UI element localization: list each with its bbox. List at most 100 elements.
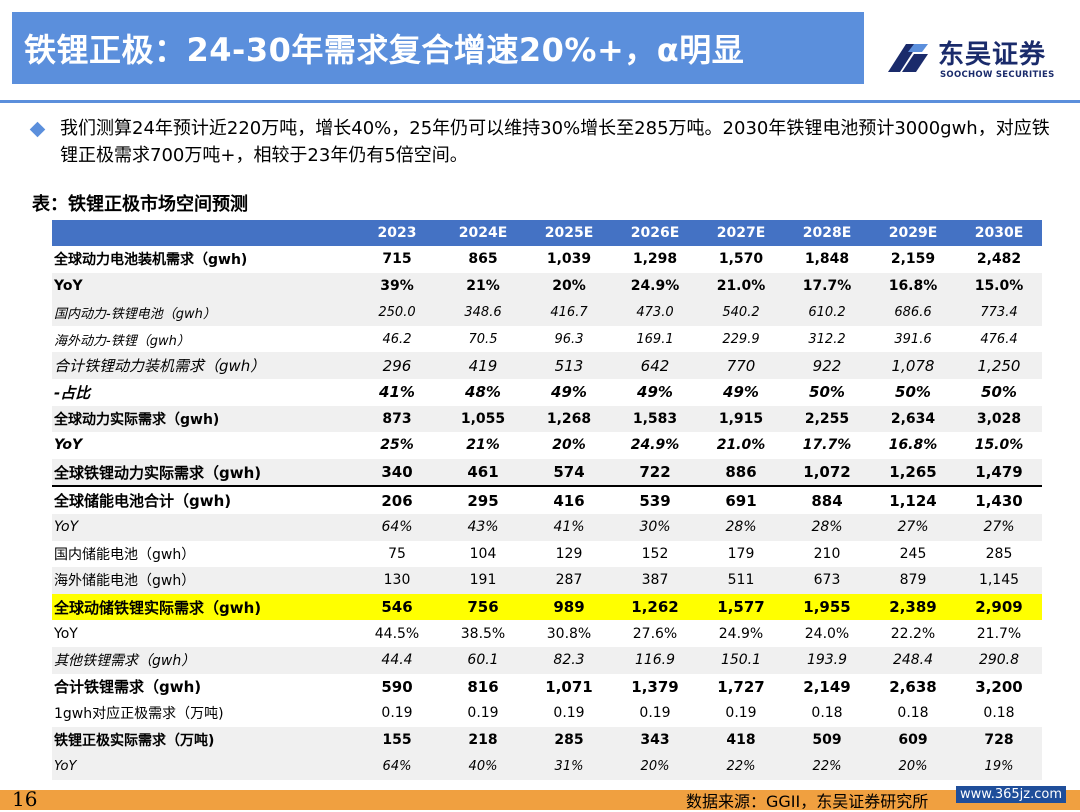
table-cell: 15.0% bbox=[974, 437, 1024, 454]
table-cell: 1,479 bbox=[956, 458, 1042, 488]
table-cell: 19% bbox=[956, 753, 1042, 780]
row-label: 国内动力-铁锂电池（gwh） bbox=[52, 299, 354, 326]
table-cell: 476.4 bbox=[980, 331, 1018, 347]
data-source: 数据来源：GGII，东吴证券研究所 bbox=[686, 792, 929, 811]
table-cell: 96.3 bbox=[554, 331, 584, 347]
table-header-cell: 2026E bbox=[612, 220, 698, 246]
table-cell: 610.2 bbox=[784, 299, 870, 326]
table-cell: 509 bbox=[784, 726, 870, 754]
table-cell: 673 bbox=[784, 567, 870, 594]
footer-bar bbox=[0, 790, 1080, 810]
row-label: 海外储能电池（gwh） bbox=[52, 567, 354, 594]
table-cell: 129 bbox=[555, 545, 583, 562]
table-cell: 3,028 bbox=[956, 405, 1042, 433]
table-cell: 179 bbox=[727, 545, 755, 562]
table-cell: 1,124 bbox=[889, 491, 937, 510]
table-cell: 756 bbox=[440, 593, 526, 621]
table-cell: 989 bbox=[526, 593, 612, 621]
table-cell: 130 bbox=[354, 567, 440, 594]
table-cell: 25% bbox=[380, 437, 414, 454]
table-row: YoY 44.5% 38.5% 30.8% 27.6% 24.9% 24.0% 22.2% 21… bbox=[52, 620, 1042, 647]
table-cell: 43% bbox=[440, 513, 526, 541]
table-header-cell: 2030E bbox=[956, 220, 1042, 246]
table-cell: 2,482 bbox=[976, 251, 1022, 268]
row-label: 海外动力-铁锂（gwh） bbox=[54, 333, 190, 349]
table-cell: 816 bbox=[467, 677, 499, 696]
page-number: 16 bbox=[12, 787, 38, 811]
table-cell: 24.0% bbox=[804, 625, 850, 642]
row-label: YoY bbox=[52, 513, 354, 541]
table-cell: 1,430 bbox=[975, 491, 1023, 510]
table-cell: 1,265 bbox=[870, 458, 956, 488]
forecast-table: 2023 2024E 2025E 2026E 2027E 2028E 2029E… bbox=[52, 220, 1042, 780]
table-cell: 285 bbox=[526, 726, 612, 754]
table-cell: 473.0 bbox=[612, 299, 698, 326]
table-cell: 31% bbox=[526, 753, 612, 780]
table-cell: 44.4 bbox=[354, 646, 440, 674]
table-cell: 20% bbox=[612, 753, 698, 780]
table-cell: 0.18 bbox=[811, 705, 843, 722]
table-cell: 312.2 bbox=[808, 331, 846, 347]
table-cell: 193.9 bbox=[784, 646, 870, 674]
table-cell: 0.19 bbox=[381, 705, 413, 722]
table-cell: 28% bbox=[698, 513, 784, 541]
table-cell: 17.7% bbox=[802, 437, 852, 454]
table-cell: 50% bbox=[895, 383, 931, 402]
table-cell: 210 bbox=[813, 545, 841, 562]
row-label: 全球动力实际需求（gwh) bbox=[52, 405, 354, 433]
table-cell: 590 bbox=[381, 677, 413, 696]
table-cell: 27% bbox=[956, 513, 1042, 541]
table-cell: 1,577 bbox=[698, 593, 784, 621]
table-row: 全球储能电池合计（gwh) 206 295 416 539 691 884 1,124 1,43… bbox=[52, 486, 1042, 514]
table-row: 海外动力-铁锂（gwh） 46.2 70.5 96.3 169.1 229.9 312.2 3… bbox=[52, 326, 1042, 353]
table-cell: 70.5 bbox=[468, 331, 498, 347]
table-cell: 1,298 bbox=[632, 251, 678, 268]
table-cell: 49% bbox=[551, 383, 587, 402]
row-label: 合计铁锂需求（gwh) bbox=[54, 678, 202, 697]
table-cell: 2,389 bbox=[870, 593, 956, 621]
table-cell: 1,055 bbox=[440, 405, 526, 433]
table-cell: 1,039 bbox=[546, 251, 592, 268]
table-cell: 24.9% bbox=[718, 625, 764, 642]
table-cell: 116.9 bbox=[612, 646, 698, 674]
table-cell: 1,570 bbox=[718, 251, 764, 268]
title-bar: 铁锂正极：24-30年需求复合增速20%+，α明显 bbox=[12, 12, 864, 84]
table-cell: 511 bbox=[698, 567, 784, 594]
table-cell: 2,909 bbox=[956, 593, 1042, 621]
row-label: 合计铁锂动力装机需求（gwh） bbox=[52, 352, 354, 379]
table-cell: 1,915 bbox=[698, 405, 784, 433]
table-cell: 2,634 bbox=[870, 405, 956, 433]
diamond-bullet-icon bbox=[29, 121, 46, 138]
table-cell: 873 bbox=[354, 405, 440, 433]
table-cell: 2,638 bbox=[889, 677, 937, 696]
table-cell: 1,072 bbox=[784, 458, 870, 488]
table-header-cell: 2023 bbox=[354, 220, 440, 246]
table-cell: 348.6 bbox=[440, 299, 526, 326]
table-cell: 27% bbox=[870, 513, 956, 541]
table-cell: 64% bbox=[354, 513, 440, 541]
row-label: 全球铁锂动力实际需求（gwh) bbox=[52, 458, 354, 488]
table-caption: 表：铁锂正极市场空间预测 bbox=[32, 194, 248, 215]
table-cell: 50% bbox=[981, 383, 1017, 402]
table-cell: 1,071 bbox=[545, 677, 593, 696]
table-row: 海外储能电池（gwh） 130 191 287 387 511 673 879 1,145 bbox=[52, 567, 1042, 594]
table-row: 国内动力-铁锂电池（gwh） 250.0 348.6 416.7 473.0 540.2 6… bbox=[52, 299, 1042, 326]
table-cell: 461 bbox=[440, 458, 526, 488]
table-cell: 16.8% bbox=[870, 272, 956, 300]
summary-text: 我们测算24年预计近220万吨，增长40%，25年仍可以维持30%增长至285万… bbox=[60, 118, 1050, 166]
table-header-cell: 2029E bbox=[870, 220, 956, 246]
table-cell: 39% bbox=[354, 272, 440, 300]
table-cell: 2,159 bbox=[890, 251, 936, 268]
table-row: 全球动力实际需求（gwh) 873 1,055 1,268 1,583 1,915 2,25… bbox=[52, 405, 1042, 433]
table-cell: 38.5% bbox=[460, 625, 506, 642]
table-cell: 642 bbox=[612, 352, 698, 379]
table-cell: 64% bbox=[354, 753, 440, 780]
table-row: YoY 25% 21% 20% 24.9% 21.0% 17.7% 16.8% 15.0% bbox=[52, 432, 1042, 459]
table-cell: 609 bbox=[870, 726, 956, 754]
table-cell: 21.7% bbox=[976, 625, 1022, 642]
row-label: 铁锂正极实际需求（万吨) bbox=[52, 726, 354, 754]
table-cell: 22% bbox=[784, 753, 870, 780]
logo-en-text: SOOCHOW SECURITIES bbox=[940, 70, 1055, 80]
table-cell: 3,200 bbox=[975, 677, 1023, 696]
soochow-logo-icon bbox=[888, 44, 928, 72]
